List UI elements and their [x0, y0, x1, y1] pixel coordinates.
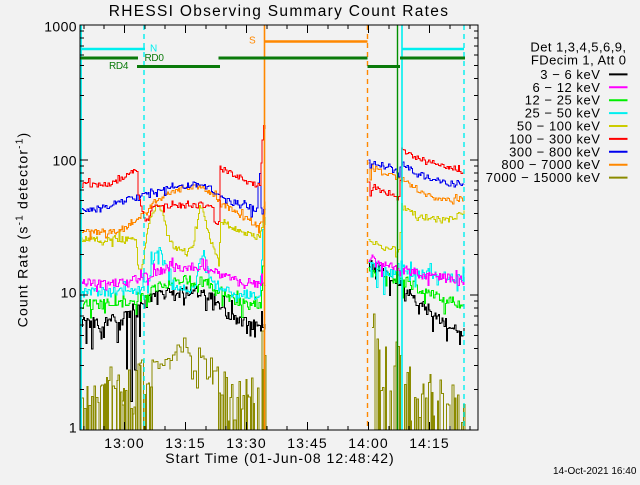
svg-text:13:30: 13:30 — [226, 435, 267, 451]
svg-text:14-Oct-2021 16:40: 14-Oct-2021 16:40 — [553, 466, 637, 477]
svg-text:10: 10 — [61, 285, 77, 301]
svg-text:N: N — [150, 44, 157, 55]
svg-text:S: S — [249, 36, 256, 47]
svg-text:14:00: 14:00 — [348, 435, 389, 451]
svg-text:50 − 100 keV: 50 − 100 keV — [517, 119, 601, 134]
svg-text:FDecim 1, Att 0: FDecim 1, Att 0 — [531, 53, 627, 68]
svg-text:RHESSI Observing Summary Count: RHESSI Observing Summary Count Rates — [109, 3, 450, 20]
svg-text:3 − 6 keV: 3 − 6 keV — [540, 67, 600, 82]
svg-text:13:45: 13:45 — [287, 435, 328, 451]
svg-text:Det 1,3,4,5,6,9,: Det 1,3,4,5,6,9, — [530, 40, 626, 55]
svg-text:300 − 800 keV: 300 − 800 keV — [509, 144, 600, 159]
svg-text:25 − 50 keV: 25 − 50 keV — [525, 106, 601, 121]
svg-text:6 − 12 keV: 6 − 12 keV — [532, 80, 600, 95]
svg-text:RD4: RD4 — [109, 61, 129, 72]
svg-text:RD0: RD0 — [145, 53, 165, 64]
svg-text:800 − 7000 keV: 800 − 7000 keV — [501, 157, 600, 172]
svg-text:Start Time (01-Jun-08 12:48:42: Start Time (01-Jun-08 12:48:42) — [165, 450, 394, 466]
svg-text:1: 1 — [69, 420, 77, 436]
svg-text:12 − 25 keV: 12 − 25 keV — [525, 93, 601, 108]
svg-text:13:00: 13:00 — [104, 435, 145, 451]
svg-text:14:15: 14:15 — [409, 435, 450, 451]
svg-text:100: 100 — [52, 153, 77, 169]
svg-text:100 − 300 keV: 100 − 300 keV — [509, 131, 600, 146]
svg-text:7000 − 15000 keV: 7000 − 15000 keV — [486, 170, 601, 185]
svg-text:Count Rate (s-1 detector-1): Count Rate (s-1 detector-1) — [15, 132, 31, 328]
svg-text:13:15: 13:15 — [165, 435, 206, 451]
svg-text:1000: 1000 — [44, 19, 77, 35]
